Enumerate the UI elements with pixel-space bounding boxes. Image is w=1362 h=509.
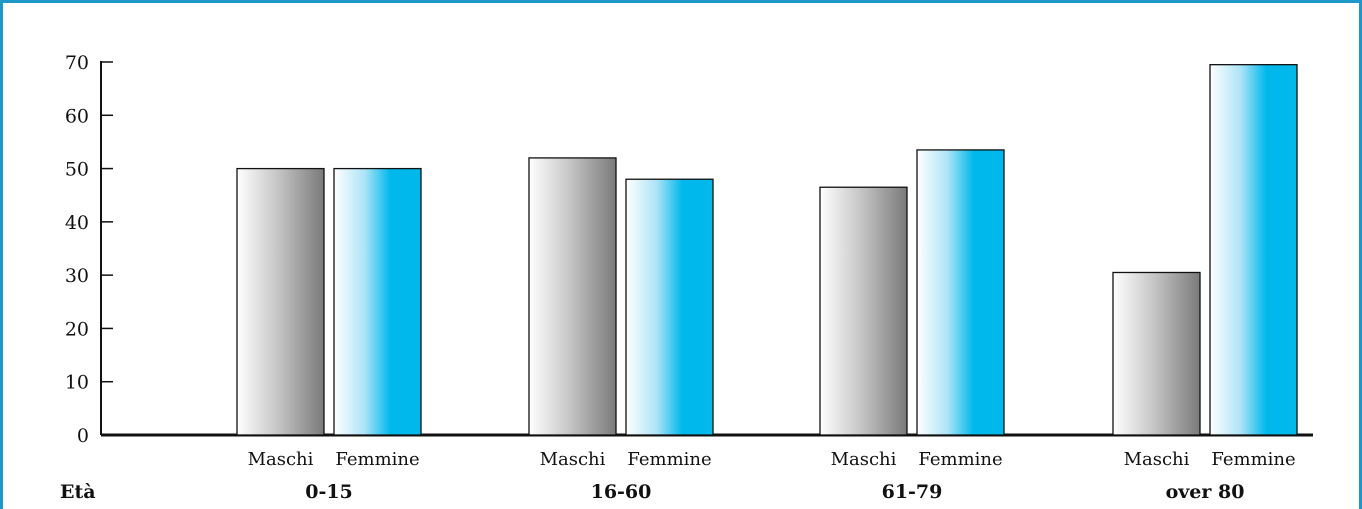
labels: 0 10 20 30 40 50 60 70 Maschi Femmine 0-15 Maschi Fe… xyxy=(60,52,1296,503)
series-label: Femmine xyxy=(1211,449,1295,470)
series-label: Femmine xyxy=(335,449,419,470)
y-tick-label: 50 xyxy=(65,159,89,181)
series-label: Femmine xyxy=(627,449,711,470)
y-tick-label: 30 xyxy=(65,265,89,287)
bar-femmine-over-80 xyxy=(1209,64,1298,436)
bar-femmine-16-60 xyxy=(625,178,714,436)
series-label: Femmine xyxy=(918,449,1002,470)
y-tick-label: 70 xyxy=(65,52,89,74)
bar-femmine-0-15 xyxy=(333,167,422,436)
series-label: Maschi xyxy=(540,449,606,470)
bar-femmine-61-79 xyxy=(916,149,1005,436)
bar-maschi-61-79 xyxy=(819,186,908,436)
category-label: over 80 xyxy=(1166,481,1245,503)
y-tick-label: 0 xyxy=(77,425,89,447)
bars xyxy=(236,64,1298,436)
series-label: Maschi xyxy=(831,449,897,470)
bar-maschi-0-15 xyxy=(236,167,325,436)
x-axis-title: Età xyxy=(60,481,96,503)
category-label: 61-79 xyxy=(882,481,943,503)
bar-maschi-16-60 xyxy=(528,157,617,436)
y-tick-label: 60 xyxy=(65,105,89,127)
y-tick-label: 20 xyxy=(65,318,89,340)
series-label: Maschi xyxy=(1124,449,1190,470)
series-label: Maschi xyxy=(248,449,314,470)
category-label: 16-60 xyxy=(591,481,652,503)
y-tick-label: 10 xyxy=(65,372,89,394)
bar-maschi-over-80 xyxy=(1112,271,1201,436)
y-tick-label: 40 xyxy=(65,212,89,234)
category-label: 0-15 xyxy=(305,481,353,503)
